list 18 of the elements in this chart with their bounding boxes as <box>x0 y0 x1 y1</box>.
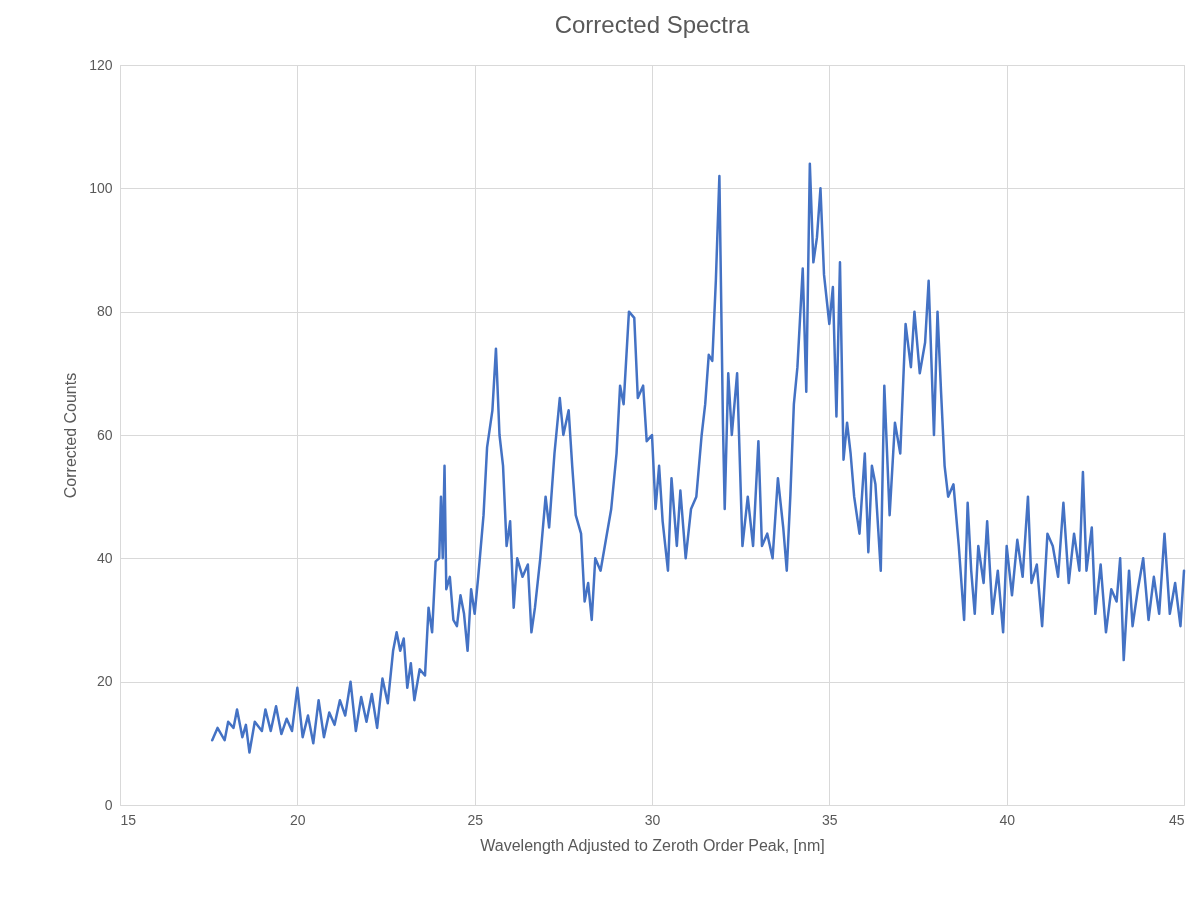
x-tick-label: 45 <box>1168 811 1185 828</box>
x-axis-title: Wavelength Adjusted to Zeroth Order Peak, [nm] <box>480 836 825 854</box>
y-tick-label: 100 <box>89 179 113 196</box>
x-tick-label: 15 <box>120 811 137 828</box>
x-tick-label: 25 <box>467 811 484 828</box>
y-tick-label: 20 <box>96 673 113 690</box>
y-tick-label: 40 <box>96 549 113 566</box>
line-series <box>210 162 1186 754</box>
x-tick-label: 40 <box>999 811 1016 828</box>
y-tick-label: 60 <box>96 426 113 443</box>
y-tick-label: 120 <box>89 56 113 73</box>
x-tick-label: 35 <box>822 811 838 828</box>
y-axis-title: Corrected Counts <box>62 372 80 499</box>
y-tick-label: 0 <box>104 796 113 813</box>
chart-title: Corrected Spectra <box>554 11 751 38</box>
x-tick-label: 20 <box>290 811 306 828</box>
y-tick-label: 80 <box>96 303 113 320</box>
x-tick-label: 30 <box>644 811 661 828</box>
